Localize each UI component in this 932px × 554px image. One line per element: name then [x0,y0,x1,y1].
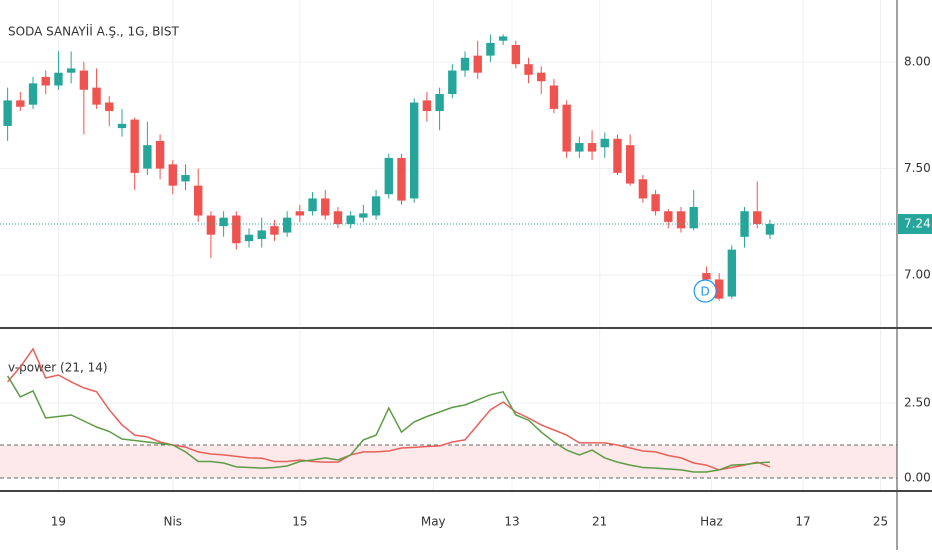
candle-body [537,72,546,82]
candle-body [143,145,152,169]
candle-body [54,72,63,86]
candle-body [308,198,317,212]
candle-body [473,55,482,73]
candle-body [727,249,737,297]
candle-body [130,119,139,173]
candle-body [613,138,622,173]
candle-body [333,211,343,225]
candle-body [651,194,660,212]
y-tick-label: 7.50 [904,161,931,175]
band [0,444,897,478]
x-tick-label: 25 [873,515,888,529]
x-tick-label: Nis [164,515,183,529]
x-tick-label: 21 [592,515,607,529]
candle-body [232,215,241,244]
last-price-label: 7.24 [904,217,931,231]
candle-body [41,76,50,86]
candle-body [702,273,711,280]
candle-body [66,68,76,73]
candle-body [244,234,254,242]
candle-body [511,44,521,65]
x-tick-label: May [421,515,446,529]
candle-body [257,230,266,239]
candle-body [460,57,470,71]
candle-body [422,100,432,112]
candle-body [524,64,533,75]
candle-body [194,185,203,216]
y-tick-label: 2.50 [904,395,931,409]
candle-body [753,211,762,225]
candle-body [117,123,127,129]
candle-body [625,145,635,184]
candle-body [371,196,381,216]
candle-body [600,138,609,148]
candle-body [92,87,101,105]
candle-body [435,94,444,112]
candle-body [79,70,89,90]
candle-body [155,140,165,169]
indicator-line [7,347,771,471]
candle-body [486,42,495,56]
candle-body [575,143,584,152]
candle-body [359,213,368,218]
candle-body [714,279,724,299]
candle-body [206,215,216,235]
candle-body [676,211,686,229]
candle-body [562,104,571,152]
y-tick-label: 8.00 [904,55,931,69]
candle-body [105,102,114,112]
x-tick-label: 17 [795,515,810,529]
candle-body [689,206,698,229]
y-tick-label: 0.00 [904,470,931,484]
candle-body [270,226,279,235]
candle-body [295,211,305,216]
candle-body [765,224,775,235]
candle-body [181,175,190,182]
x-tick-label: Haz [700,515,723,529]
x-tick-label: 19 [51,515,66,529]
indicator-line [6,375,770,473]
indicator-title: v-power (21, 14) [8,361,108,375]
candle-body [410,102,419,199]
candle-body [587,143,597,152]
candle-body [282,217,292,233]
candle-body [16,100,25,107]
x-tick-label: 13 [504,515,519,529]
candle-body [346,215,355,225]
candle-body [448,70,457,95]
candle-body [3,100,12,126]
candle-body [549,85,559,109]
candle-body [498,36,508,41]
x-tick-label: 15 [292,515,307,529]
candle-body [638,179,648,199]
candle-body [321,198,330,216]
last-price-box [898,214,932,235]
candle-body [397,157,406,201]
candle-body [168,164,177,186]
candle-body [28,83,38,105]
y-tick-label: 7.00 [904,268,931,282]
candle-body [384,157,393,195]
dividend-marker [693,279,717,303]
dividend-label: D [701,285,710,299]
candle-body [664,211,673,222]
chart-title: SODA SANAYİİ A.Ş., 1G, BIST [8,24,179,39]
candle-body [219,217,228,227]
